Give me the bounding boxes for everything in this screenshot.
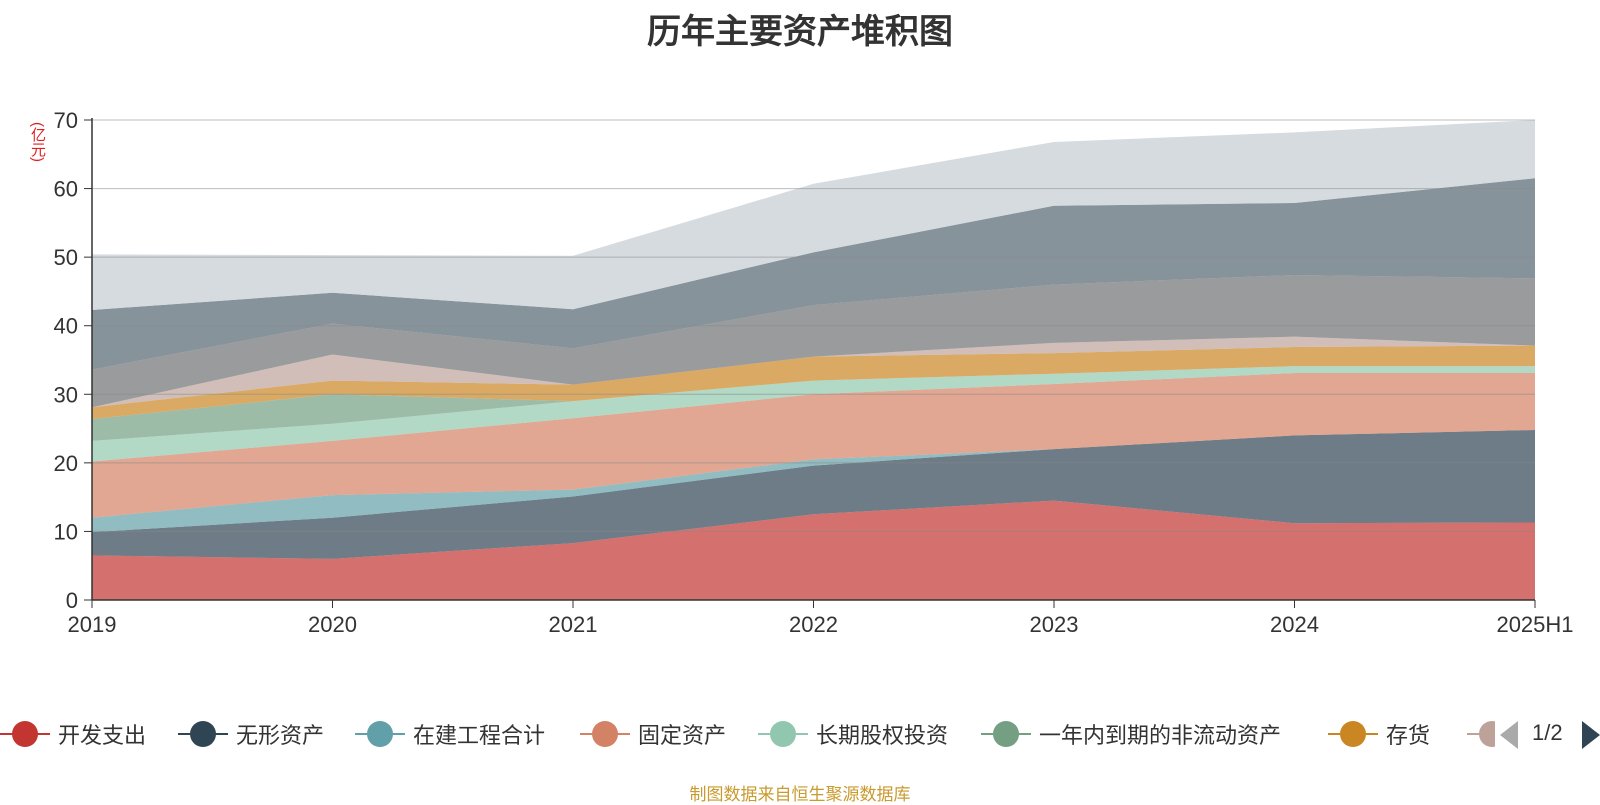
legend-label: 固定资产 (638, 723, 727, 748)
area-series-10 (92, 120, 1535, 310)
x-tick-label: 2024 (1270, 612, 1319, 637)
legend-symbol-icon (1467, 721, 1495, 747)
legend-item[interactable]: 一年内到期的非流动资产 (981, 718, 1281, 750)
legend-label: 一年内到期的非流动资产 (1039, 723, 1282, 748)
area-series-1 (92, 429, 1535, 559)
x-tick-label: 2023 (1030, 612, 1079, 637)
legend-label: 存货 (1386, 723, 1431, 748)
y-tick-label: 0 (66, 588, 78, 613)
x-tick-label: 2025H1 (1496, 612, 1573, 637)
legend-item[interactable]: 无形资产 (178, 718, 324, 750)
legend-page-indicator: 1/2 (1532, 720, 1563, 745)
y-tick-label: 40 (54, 314, 78, 339)
legend-item[interactable] (1467, 718, 1495, 750)
area-series-4 (92, 366, 1535, 462)
data-source-note: 制图数据来自恒生聚源数据库 (689, 785, 911, 804)
legend-symbol-icon (178, 721, 228, 747)
legend-next-page-icon[interactable] (1582, 721, 1600, 749)
area-series-8 (92, 274, 1535, 408)
x-tick-label: 2022 (789, 612, 838, 637)
legend-symbol-icon (0, 721, 50, 747)
y-tick-label: 50 (54, 245, 78, 270)
legend-label: 无形资产 (236, 723, 325, 748)
legend-item[interactable]: 存货 (1328, 718, 1430, 750)
legend-label: 开发支出 (58, 723, 147, 748)
legend-label: 在建工程合计 (413, 723, 546, 748)
legend-item[interactable]: 开发支出 (0, 718, 146, 750)
area-series-2 (92, 429, 1535, 533)
area-series-0 (92, 500, 1535, 600)
y-tick-label: 70 (54, 108, 78, 133)
legend-item[interactable]: 长期股权投资 (758, 718, 948, 750)
legend: 开发支出 无形资产 在建工程合计 固定资产 长期股权投资 一年内到期的非流动资产 存货 (0, 718, 1600, 754)
area-series-7 (92, 336, 1535, 408)
y-tick-label: 30 (54, 382, 78, 407)
legend-symbol-icon (580, 721, 630, 747)
legend-symbol-icon (981, 721, 1031, 747)
legend-pager: 1/2 (1500, 718, 1600, 752)
legend-symbol-icon (1328, 721, 1378, 747)
legend-item[interactable]: 在建工程合计 (355, 718, 545, 750)
y-tick-label: 20 (54, 451, 78, 476)
y-axis-unit: (亿元) (29, 122, 46, 162)
legend-prev-page-icon[interactable] (1500, 721, 1518, 749)
legend-label: 长期股权投资 (816, 723, 949, 748)
x-tick-label: 2021 (549, 612, 598, 637)
chart-title: 历年主要资产堆积图 (647, 13, 953, 51)
y-tick-label: 60 (54, 177, 78, 202)
area-series-6 (92, 345, 1535, 419)
y-tick-label: 10 (54, 519, 78, 544)
area-series-5 (92, 366, 1535, 441)
series-areas (92, 120, 1535, 600)
legend-symbol-icon (355, 721, 405, 747)
area-series-9 (92, 178, 1535, 370)
x-tick-label: 2020 (308, 612, 357, 637)
legend-symbol-icon (758, 721, 808, 747)
x-tick-label: 2019 (68, 612, 117, 637)
area-series-3 (92, 373, 1535, 518)
legend-item[interactable]: 固定资产 (580, 718, 726, 750)
